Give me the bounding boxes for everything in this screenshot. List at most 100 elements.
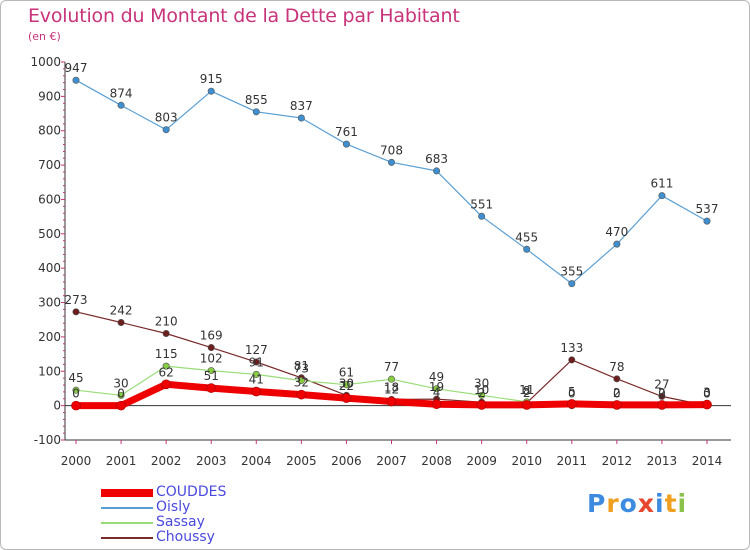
legend-swatch: [101, 507, 153, 509]
data-label-sassay: 0: [703, 387, 711, 401]
data-point-choussy: [117, 318, 125, 326]
y-tick-label: 1000: [30, 55, 61, 69]
data-label-couddes: 2: [613, 386, 621, 400]
chart-title: Evolution du Montant de la Dette par Hab…: [28, 5, 460, 27]
data-label-oisly: 611: [650, 177, 673, 191]
x-tick-label: 2004: [241, 454, 272, 468]
data-label-couddes: 51: [204, 369, 219, 383]
x-tick-label: 2008: [421, 454, 452, 468]
data-label-couddes: 22: [339, 379, 354, 393]
data-label-choussy: 19: [429, 380, 444, 394]
data-label-choussy: 210: [155, 314, 178, 328]
data-point-oisly: [703, 217, 711, 225]
data-label-sassay: 30: [474, 376, 489, 390]
data-label-oisly: 837: [290, 99, 313, 113]
y-tick-label: 400: [38, 261, 61, 275]
x-tick-label: 2000: [61, 454, 92, 468]
data-point-couddes: [566, 399, 577, 409]
data-point-sassay: [387, 375, 395, 383]
data-point-couddes: [476, 400, 487, 410]
logo-letter: x: [637, 489, 655, 518]
data-label-oisly: 855: [245, 93, 268, 107]
data-point-oisly: [387, 158, 395, 166]
x-tick-label: 2009: [466, 454, 497, 468]
data-point-choussy: [613, 375, 621, 383]
data-label-sassay: 30: [113, 376, 128, 390]
x-tick-label: 2006: [331, 454, 362, 468]
data-label-couddes: 12: [384, 383, 399, 397]
data-label-sassay: 45: [68, 371, 83, 385]
data-point-couddes: [521, 400, 532, 410]
data-label-choussy: 8: [523, 384, 531, 398]
data-label-oisly: 455: [515, 230, 538, 244]
y-tick-label: 900: [38, 89, 61, 103]
data-label-choussy: 30: [339, 376, 354, 390]
legend-swatch: [101, 522, 153, 524]
x-tick-label: 2007: [376, 454, 407, 468]
data-point-choussy: [252, 358, 260, 366]
data-point-sassay: [72, 386, 80, 394]
chart-subtitle: (en €): [28, 30, 61, 43]
data-label-choussy: 18: [384, 380, 399, 394]
data-label-couddes: 5: [568, 385, 576, 399]
data-point-oisly: [658, 192, 666, 200]
data-label-choussy: 81: [294, 359, 309, 373]
data-point-sassay: [252, 370, 260, 378]
data-label-choussy: 273: [65, 293, 88, 307]
data-point-oisly: [478, 212, 486, 220]
legend-label: Sassay: [156, 514, 205, 530]
data-label-sassay: 11: [519, 383, 534, 397]
logo-letter: t: [664, 489, 678, 518]
data-point-sassay: [478, 391, 486, 399]
data-label-sassay: 102: [200, 352, 223, 366]
data-label-choussy: 10: [474, 383, 489, 397]
logo-letter: P: [587, 489, 607, 518]
data-point-choussy: [568, 356, 576, 364]
data-point-couddes: [116, 400, 126, 411]
x-tick-label: 2013: [647, 454, 678, 468]
data-point-couddes: [657, 400, 667, 410]
data-point-oisly: [433, 167, 441, 175]
logo-letter: o: [619, 489, 638, 518]
data-label-couddes: 62: [159, 365, 174, 379]
logo-letter: i: [655, 489, 665, 518]
data-label-couddes: 2: [478, 386, 486, 400]
x-tick-label: 2005: [286, 454, 317, 468]
data-point-couddes: [431, 399, 442, 410]
data-point-couddes: [251, 386, 262, 397]
data-label-couddes: 3: [703, 386, 711, 400]
data-label-couddes: 32: [294, 376, 309, 390]
axes: -100010020030040050060070080090010002000…: [30, 55, 731, 468]
data-point-sassay: [207, 367, 215, 375]
x-tick-label: 2003: [196, 454, 227, 468]
data-label-choussy: 242: [110, 303, 133, 317]
data-label-oisly: 874: [110, 86, 133, 100]
data-label-oisly: 355: [560, 265, 583, 279]
x-tick-label: 2014: [692, 454, 723, 468]
data-point-couddes: [341, 393, 352, 403]
y-tick-label: 500: [38, 227, 61, 241]
data-point-choussy: [72, 308, 80, 316]
data-label-oisly: 708: [380, 143, 403, 157]
data-label-choussy: 78: [609, 360, 624, 374]
data-point-couddes: [296, 389, 307, 400]
data-point-oisly: [117, 101, 125, 109]
data-label-oisly: 947: [65, 61, 88, 75]
data-label-sassay: 73: [294, 362, 309, 376]
data-point-sassay: [433, 385, 441, 393]
data-label-couddes: 2: [523, 386, 531, 400]
legend-swatch: [101, 537, 153, 539]
legend-label: Choussy: [156, 529, 215, 545]
x-tick-label: 2002: [151, 454, 182, 468]
data-label-oisly: 551: [470, 197, 493, 211]
legend-label: Oisly: [156, 499, 191, 515]
data-label-sassay: 115: [155, 347, 178, 361]
data-point-couddes: [702, 399, 712, 410]
data-point-oisly: [297, 114, 305, 122]
data-label-oisly: 915: [200, 72, 223, 86]
data-point-couddes: [71, 400, 81, 411]
data-point-oisly: [72, 76, 80, 84]
data-label-oisly: 761: [335, 125, 358, 139]
data-label-choussy: 0: [703, 387, 711, 401]
